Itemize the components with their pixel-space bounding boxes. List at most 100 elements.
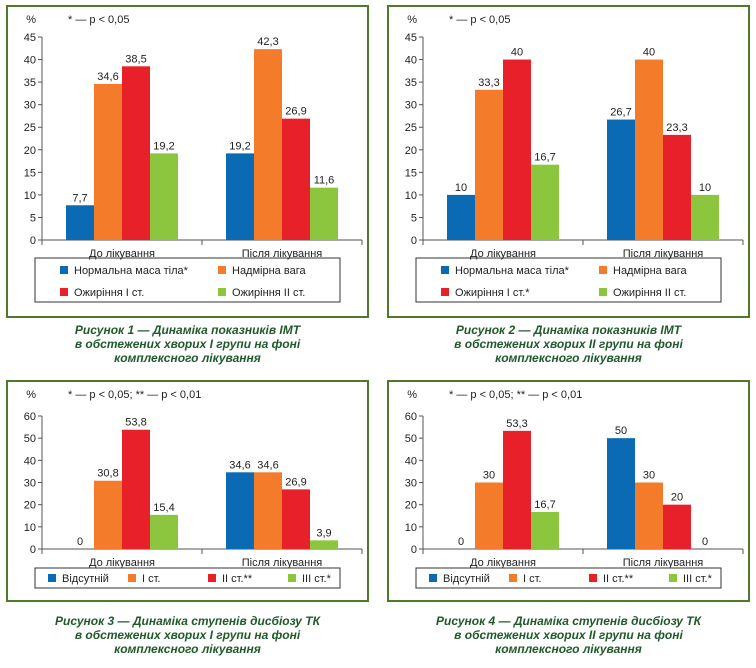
x-category-label: Після лікування <box>623 557 704 569</box>
data-label: 53,3 <box>506 418 527 430</box>
data-label: 16,7 <box>534 499 555 511</box>
data-label: 30 <box>483 470 495 482</box>
data-label: 33,3 <box>478 77 499 89</box>
data-label: 34,6 <box>229 459 250 471</box>
bar <box>226 153 254 240</box>
legend-label: І ст. <box>142 573 161 585</box>
legend-label: Ожиріння ІІ ст. <box>232 287 305 299</box>
data-label: 19,2 <box>153 140 174 152</box>
x-category-label: Після лікування <box>242 557 323 569</box>
y-axis-label: % <box>26 389 36 401</box>
chart-panel-3: % * — p < 0,05; ** — p < 0,01 0 10 20 30 40 50 6… <box>6 380 369 602</box>
caption-line: в обстежених хворих І групи на фоні <box>74 337 301 351</box>
bar <box>663 134 691 240</box>
legend-box <box>415 567 722 589</box>
bar <box>150 153 178 240</box>
y-tick-label: 10 <box>405 522 417 534</box>
figure-caption-4: Рисунок 4 — Динаміка ступенів дисбіозу Т… <box>387 614 750 656</box>
y-tick-label: 10 <box>405 190 417 202</box>
legend-swatch <box>589 574 597 582</box>
y-tick-label: 0 <box>30 544 36 556</box>
legend-swatch <box>208 574 216 582</box>
y-tick-label: 5 <box>30 212 36 224</box>
y-tick-label: 40 <box>24 455 36 467</box>
bar <box>635 59 663 240</box>
bar <box>254 472 282 549</box>
significance-note: * — p < 0,05 <box>68 14 129 26</box>
legend-swatch <box>60 288 68 296</box>
data-label: 15,4 <box>153 502 174 514</box>
legend-swatch <box>218 288 226 296</box>
bar <box>282 118 310 240</box>
bar <box>150 514 178 549</box>
legend-label: Ожиріння І ст. <box>74 287 144 299</box>
y-tick-label: 25 <box>405 122 417 134</box>
data-label: 34,6 <box>257 459 278 471</box>
data-label: 0 <box>702 536 708 548</box>
x-category-label: До лікування <box>89 557 155 569</box>
y-tick-label: 30 <box>405 478 417 490</box>
y-tick-label: 15 <box>405 167 417 179</box>
legend-swatch <box>288 574 296 582</box>
y-tick-label: 0 <box>411 235 417 247</box>
data-label: 42,3 <box>257 36 278 48</box>
bar <box>475 89 503 240</box>
x-category-label: Після лікування <box>623 248 704 260</box>
bar <box>122 66 150 240</box>
significance-note: * — p < 0,05; ** — p < 0,01 <box>68 389 201 401</box>
y-tick-label: 10 <box>24 190 36 202</box>
legend-label: Надмірна вага <box>613 265 687 277</box>
bar <box>503 430 531 549</box>
data-label: 10 <box>699 182 711 194</box>
figure-caption-2: Рисунок 2 — Динаміка показників ІМТ в об… <box>387 323 750 365</box>
legend-swatch <box>509 574 517 582</box>
y-tick-label: 20 <box>405 500 417 512</box>
legend-box <box>34 567 341 589</box>
legend-label: ІІ ст.** <box>603 573 634 585</box>
data-label: 16,7 <box>534 152 555 164</box>
bar <box>122 429 150 549</box>
y-tick-label: 10 <box>24 522 36 534</box>
x-category-label: До лікування <box>470 248 536 260</box>
y-axis-label: % <box>407 389 417 401</box>
caption-line: Рисунок 3 — Динаміка ступенів дисбіозу Т… <box>54 614 320 628</box>
significance-note: * — p < 0,05 <box>449 14 510 26</box>
bar <box>531 511 559 549</box>
legend-swatch <box>218 266 226 274</box>
caption-line: Рисунок 1 — Динаміка показників ІМТ <box>74 323 301 337</box>
data-label: 10 <box>455 182 467 194</box>
caption-line: комплексного лікування <box>114 642 261 656</box>
x-category-label: До лікування <box>470 557 536 569</box>
y-axis-label: % <box>407 14 417 26</box>
significance-note: * — p < 0,05; ** — p < 0,01 <box>449 389 582 401</box>
legend-swatch <box>599 266 607 274</box>
legend-label: Нормальна маса тіла* <box>455 265 570 277</box>
y-tick-label: 0 <box>30 235 36 247</box>
y-tick-label: 60 <box>24 411 36 423</box>
bar <box>282 489 310 549</box>
data-label: 0 <box>77 536 83 548</box>
data-label: 19,2 <box>229 140 250 152</box>
chart-svg: % * — p < 0,05 0 5 10 15 20 25 30 35 40 45 7,7 34,6 38… <box>24 14 363 303</box>
x-category-label: До лікування <box>89 248 155 260</box>
data-label: 26,7 <box>610 107 631 119</box>
y-tick-label: 35 <box>24 77 36 89</box>
data-label: 38,5 <box>125 53 146 65</box>
y-tick-label: 15 <box>24 167 36 179</box>
legend-label: Ожиріння І ст.* <box>455 287 530 299</box>
chart-panel-2: % * — p < 0,05 0 5 10 15 20 25 30 35 40 45 10 33,3 40 1… <box>387 5 750 318</box>
y-tick-label: 30 <box>24 100 36 112</box>
y-tick-label: 35 <box>405 77 417 89</box>
y-tick-label: 40 <box>405 455 417 467</box>
caption-line: в обстежених хворих ІІ групи на фоні <box>454 337 683 351</box>
bar <box>607 438 635 549</box>
data-label: 53,8 <box>125 417 146 429</box>
legend-swatch <box>599 288 607 296</box>
y-tick-label: 20 <box>405 145 417 157</box>
legend-swatch <box>60 266 68 274</box>
caption-line: Рисунок 2 — Динаміка показників ІМТ <box>455 323 682 337</box>
legend-label: І ст. <box>523 573 542 585</box>
data-label: 34,6 <box>97 71 118 83</box>
legend-label: ІІ ст.** <box>222 573 253 585</box>
data-label: 3,9 <box>316 527 331 539</box>
